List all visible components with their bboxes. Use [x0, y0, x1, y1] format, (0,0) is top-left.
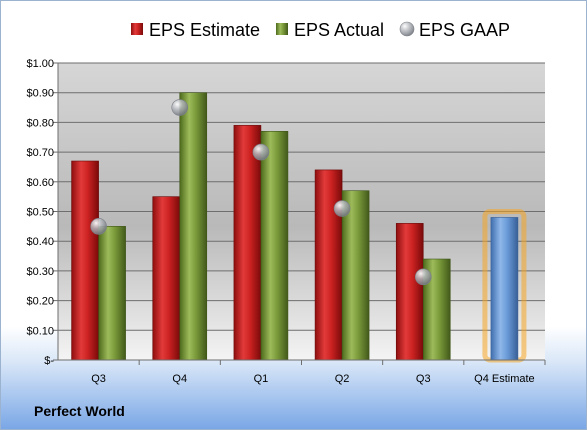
point-eps-gaap [252, 143, 270, 161]
x-tick-label: Q2 [335, 373, 350, 385]
x-tick-label: Q3 [91, 373, 106, 385]
y-tick-label: $0.80 [26, 117, 54, 129]
bar-eps-actual [179, 92, 208, 361]
legend: EPS Estimate EPS Actual EPS GAAP [131, 20, 510, 40]
y-tick-label: $0.60 [26, 177, 54, 189]
x-tick-label: Q4 [172, 373, 187, 385]
x-tick-label: Q3 [416, 373, 431, 385]
x-tick-label: Q4 Estimate [474, 373, 535, 385]
y-tick-label: $0.40 [26, 236, 54, 248]
legend-label: EPS GAAP [419, 20, 510, 40]
bar-eps-actual [341, 190, 370, 361]
x-axis: Q3 Q4 Q1 Q2 Q3 Q4 Estimate [58, 359, 546, 385]
bar-eps-estimate [395, 223, 424, 361]
bars [71, 92, 527, 363]
gaap-points [90, 99, 432, 286]
y-tick-label: $0.90 [26, 88, 54, 100]
point-eps-gaap [90, 218, 107, 235]
legend-label: EPS Estimate [149, 20, 260, 40]
y-tick-label: $0.50 [26, 207, 54, 219]
bar-eps-actual [260, 131, 289, 361]
legend-swatch [399, 21, 415, 37]
x-tick-label: Q1 [254, 373, 269, 385]
bar-eps-estimate [314, 169, 343, 361]
company-name: Perfect World [34, 403, 125, 419]
legend-label: EPS Actual [294, 20, 384, 40]
bar-eps-estimate [71, 160, 99, 361]
bar-eps-estimate [233, 125, 262, 361]
point-eps-gaap [333, 200, 351, 217]
y-tick-label: $0.20 [26, 296, 54, 308]
y-axis: $1.00 $0.90 $0.80 $0.70 $0.60 $0.50 $0.40 $0.30… [26, 58, 59, 367]
y-tick-label: $- [44, 355, 54, 367]
y-tick-label: $1.00 [26, 58, 54, 70]
y-tick-label: $0.10 [26, 325, 54, 337]
bar-eps-actual [98, 226, 126, 361]
bar-eps-estimate-highlight [490, 217, 519, 361]
point-eps-gaap [414, 268, 432, 286]
point-eps-gaap [171, 99, 189, 116]
legend-swatch [131, 23, 143, 35]
bar-eps-estimate [152, 196, 181, 361]
legend-swatch [276, 23, 288, 35]
y-tick-label: $0.30 [26, 266, 54, 278]
y-tick-label: $0.70 [26, 147, 54, 159]
